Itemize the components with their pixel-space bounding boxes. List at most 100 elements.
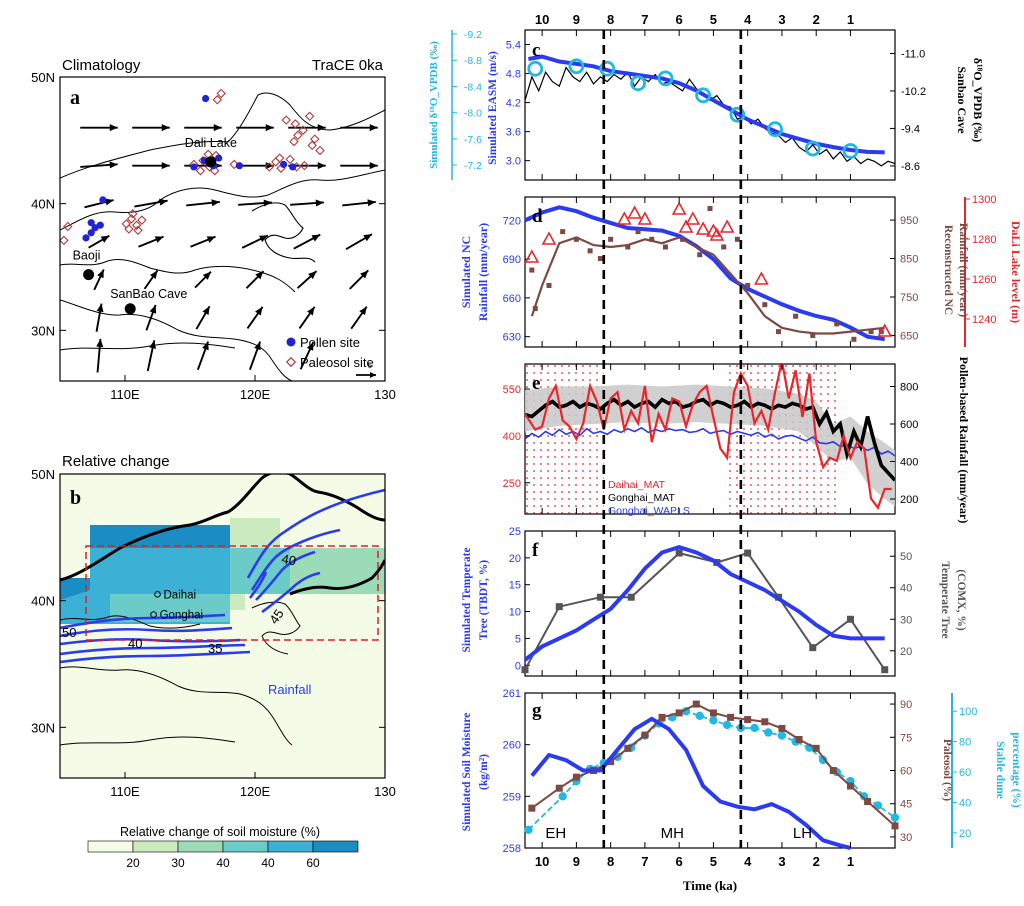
simulated-d18o-point bbox=[842, 143, 859, 159]
rainfall-contours bbox=[60, 488, 385, 664]
time-axes: 10 10 9 9 8 8 7 7 6 6 5 5 4 4 3 3 2 2 1 1 bbox=[535, 12, 854, 869]
f-right-tick-label: 30 bbox=[900, 614, 912, 626]
timeseries-panels: 5.4 4.8 4.2 3.6 3.0 -9.2 -8.8 -8.4 -8.0 -7.6 -7.2 -… bbox=[428, 12, 1023, 893]
panel-d-right-title-top: Reconstructed NC bbox=[942, 225, 954, 315]
paleosol-site-marker bbox=[307, 140, 317, 151]
f-right-tick-label: 50 bbox=[900, 551, 912, 563]
simulated-soil-moisture-line bbox=[530, 716, 851, 850]
top-time-tick-label: 10 bbox=[535, 12, 549, 27]
paleosol-point bbox=[829, 767, 837, 774]
lat-tick-label: 40N bbox=[31, 594, 55, 609]
paleosol-site-marker bbox=[281, 115, 291, 125]
f-left-tick-label: 0 bbox=[515, 660, 521, 672]
e-left-tick-label: 550 bbox=[503, 384, 521, 396]
c-right-tick-label: -8.6 bbox=[901, 161, 920, 173]
paleosol-site-marker bbox=[304, 111, 315, 122]
colorbar-tick-label: 20 bbox=[126, 856, 140, 870]
c-outer-left-tick-label: -8.8 bbox=[464, 55, 482, 67]
map-b-country-border bbox=[289, 559, 385, 596]
paleosol-site-marker bbox=[315, 145, 325, 156]
paleosol-legend-marker bbox=[285, 356, 297, 368]
reconstructed-rainfall-point bbox=[649, 236, 655, 242]
lon-tick-label: 110E bbox=[110, 784, 140, 799]
reconstructed-rainfall-point bbox=[662, 244, 668, 250]
dali-lake-level-point bbox=[695, 221, 711, 235]
wind-vector-head bbox=[202, 306, 210, 315]
wind-vector-head bbox=[317, 162, 326, 170]
wind-vector-head bbox=[306, 342, 314, 351]
reconstructed-rainfall-point bbox=[793, 313, 799, 319]
pollen-markers bbox=[82, 94, 297, 242]
map-b-title: Relative change bbox=[62, 453, 170, 470]
colorbar-segment bbox=[267, 840, 314, 853]
colorbar-segment bbox=[312, 840, 359, 853]
dali-lake-level-point bbox=[754, 271, 769, 285]
top-time-tick-label: 2 bbox=[813, 12, 820, 27]
wind-vector-head bbox=[202, 271, 211, 280]
x-axis-title: Time (ka) bbox=[683, 878, 737, 893]
wind-vector-head bbox=[213, 124, 222, 132]
f-right-tick-label: 20 bbox=[900, 646, 912, 658]
paleosol-point bbox=[761, 718, 769, 726]
stable-dune-point bbox=[722, 720, 732, 730]
panel-g-outer-right-title-top: Stable dune bbox=[994, 741, 1006, 799]
reconstructed-rainfall-point bbox=[546, 282, 552, 288]
reconstructed-rainfall-point bbox=[532, 306, 538, 312]
rainfall-contour bbox=[246, 488, 385, 579]
panel-g-left-title-bottom: (kg/m²) bbox=[478, 754, 490, 790]
c-outer-left-tick-label: -9.2 bbox=[464, 29, 482, 41]
wind-vector-head bbox=[369, 124, 378, 132]
reconstructed-rainfall-point bbox=[776, 329, 782, 335]
paleosol-point bbox=[607, 758, 615, 766]
panel-c-frame bbox=[524, 29, 896, 181]
reference-vector-head bbox=[370, 372, 376, 378]
wind-vector-head bbox=[161, 162, 170, 170]
panel-label-e: e bbox=[532, 373, 540, 394]
wind-vector-head bbox=[97, 269, 104, 279]
pollen-site-marker bbox=[87, 219, 95, 227]
legend-gonghai-mat: Gonghai_MAT bbox=[608, 492, 676, 504]
top-time-tick-label: 6 bbox=[676, 12, 683, 27]
wind-vector-head bbox=[255, 271, 264, 280]
c-outer-left-tick-label: -8.0 bbox=[464, 108, 482, 120]
wind-vector-head bbox=[360, 270, 369, 279]
panel-label-g: g bbox=[532, 700, 542, 721]
soil-moisture-cell bbox=[230, 594, 245, 610]
g-left-tick-label: 258 bbox=[503, 843, 521, 855]
colorbar-tick-label: 40 bbox=[261, 856, 275, 870]
paleosol-site-marker bbox=[289, 136, 299, 147]
paleosol-point bbox=[572, 773, 580, 781]
panel-c-plot: 5.4 4.8 4.2 3.6 3.0 -9.2 -8.8 -8.4 -8.0 -7.6 -7.2 -… bbox=[451, 29, 926, 180]
rainfall-contour bbox=[60, 643, 246, 656]
map-a-coastline bbox=[251, 202, 316, 263]
simulated-d18o-point bbox=[599, 60, 616, 77]
reconstructed-rainfall-point bbox=[762, 302, 768, 308]
paleosol-point bbox=[864, 798, 872, 805]
panel-g-left-title-top: Simulated Soil Moisture bbox=[461, 713, 473, 832]
map-a-border-line bbox=[60, 92, 385, 179]
bottom-time-tick-label: 6 bbox=[676, 854, 683, 869]
c-right-tick-label: -9.4 bbox=[901, 123, 920, 135]
pollen-legend-label: Pollen site bbox=[300, 335, 360, 350]
pollen-legend-marker bbox=[286, 337, 296, 347]
simulated-d18o-point bbox=[729, 106, 746, 123]
reconstructed-rainfall-point bbox=[560, 229, 566, 235]
wind-vector-head bbox=[259, 235, 268, 243]
g-outer-right-tick-label: 40 bbox=[959, 797, 971, 809]
stable-dune-point bbox=[524, 825, 533, 834]
f-left-tick-label: 10 bbox=[509, 607, 521, 619]
phase-label: MH bbox=[661, 825, 684, 842]
phase-labels: EH MH LH bbox=[545, 825, 812, 842]
panel-d-outer-right-title: DaLi Lake level (m) bbox=[1009, 221, 1023, 323]
wind-vector-head bbox=[367, 199, 376, 207]
c-left-tick-label: 4.2 bbox=[506, 98, 521, 110]
map-a-coastline bbox=[60, 342, 236, 351]
temperate-tree-comx-point bbox=[596, 593, 604, 601]
bottom-time-tick-label: 8 bbox=[607, 854, 614, 869]
panel-g-plot: 261 260 259 258 90 75 60 45 30 100 80 60 40 20 bbox=[503, 688, 978, 855]
colorbar-tick-label: 60 bbox=[306, 856, 320, 870]
paleosol-site-marker bbox=[124, 224, 134, 234]
soil-moisture-cell bbox=[230, 518, 280, 548]
paleosol-site-marker bbox=[264, 162, 275, 172]
g-right-tick-label: 75 bbox=[900, 732, 912, 744]
